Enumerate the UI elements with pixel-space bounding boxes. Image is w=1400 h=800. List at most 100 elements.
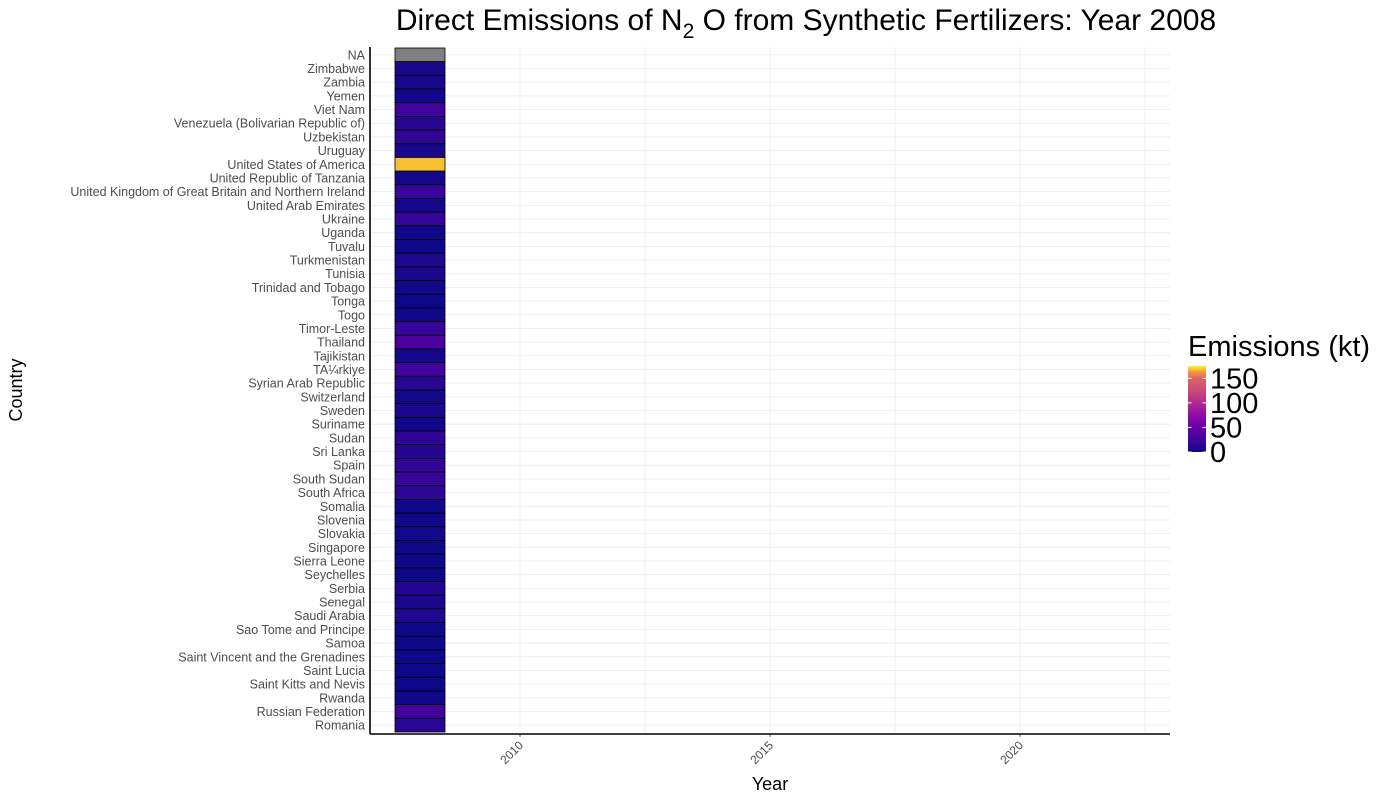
- heatmap-tile: [394, 184, 446, 199]
- y-tick-label: United Kingdom of Great Britain and Nort…: [70, 185, 365, 199]
- heatmap-tile: [394, 526, 446, 541]
- heatmap-tile: [394, 403, 446, 418]
- y-tick-label: Romania: [315, 719, 365, 733]
- y-tick-label: Uganda: [321, 226, 365, 240]
- y-tick-label: Somalia: [320, 500, 365, 514]
- heatmap-tile: [394, 375, 446, 391]
- heatmap-tile: [394, 594, 446, 610]
- heatmap-tile: [394, 540, 446, 555]
- heatmap-tile: [394, 280, 446, 295]
- y-tick-label: Slovenia: [317, 513, 365, 527]
- y-tick-label: Thailand: [317, 336, 365, 350]
- y-tick-label: Yemen: [327, 89, 366, 103]
- legend-tick-label: 0: [1210, 437, 1226, 469]
- y-tick-label: Serbia: [329, 582, 365, 596]
- y-tick-label: United Arab Emirates: [247, 199, 365, 213]
- y-tick-label: Togo: [338, 308, 365, 322]
- y-tick-label: Sri Lanka: [312, 445, 365, 459]
- y-tick-label: Tonga: [331, 295, 365, 309]
- heatmap-tile: [394, 553, 446, 569]
- y-tick-label: Tajikistan: [314, 349, 365, 363]
- y-tick-label: Sweden: [320, 404, 365, 418]
- y-tick-label: Viet Nam: [314, 103, 365, 117]
- heatmap-tile: [394, 47, 446, 63]
- heatmap-tile: [394, 266, 446, 281]
- y-tick-label: South Africa: [298, 486, 365, 500]
- y-tick-label: Saint Lucia: [303, 664, 365, 678]
- heatmap-tile: [394, 649, 446, 664]
- heatmap-tile: [394, 362, 446, 377]
- heatmap-tile: [394, 717, 446, 733]
- heatmap-tile: [394, 581, 446, 596]
- heatmap-tile: [394, 102, 446, 117]
- heatmap-tile: [394, 116, 446, 131]
- y-tick-label: Senegal: [319, 596, 365, 610]
- y-tick-label: Zimbabwe: [307, 62, 365, 76]
- x-axis-tick-labels: 2010 2015 2020: [497, 734, 1026, 767]
- heatmap-tile: [394, 170, 446, 186]
- y-tick-label: TA¼rkiye: [313, 363, 365, 377]
- y-tick-label: United Republic of Tanzania: [210, 171, 365, 185]
- heatmap-tile: [394, 676, 446, 692]
- heatmap-tile: [394, 704, 446, 719]
- heatmap-tile: [394, 129, 446, 145]
- heatmap-tile: [394, 416, 446, 432]
- y-tick-label: Ukraine: [322, 213, 365, 227]
- heatmap-tile: [394, 622, 446, 637]
- heatmap-tile: [394, 457, 446, 473]
- heatmap-tile: [394, 512, 446, 528]
- y-tick-label: Seychelles: [305, 568, 365, 582]
- heatmap-tile: [394, 239, 446, 254]
- x-tick-label: 2010: [497, 738, 526, 767]
- y-tick-label: Uzbekistan: [303, 130, 365, 144]
- heatmap-tile: [394, 334, 446, 350]
- heatmap-tile: [394, 663, 446, 678]
- heatmap-tile: [394, 499, 446, 514]
- heatmap-tile: [394, 321, 446, 336]
- y-tick-label: NA: [348, 48, 366, 62]
- y-tick-label: Timor-Leste: [299, 322, 365, 336]
- legend-title: Emissions (kt): [1188, 331, 1370, 363]
- heatmap-tile: [394, 225, 446, 240]
- y-tick-label: Singapore: [308, 541, 365, 555]
- y-tick-label: Tunisia: [325, 267, 365, 281]
- heatmap-tile: [394, 485, 446, 500]
- heatmap-tile: [394, 74, 446, 90]
- x-tick-label: 2020: [997, 738, 1026, 767]
- y-tick-label: Suriname: [312, 418, 366, 432]
- y-tick-label: United States of America: [227, 158, 365, 172]
- heatmap-tile: [394, 88, 446, 104]
- heatmap-tile: [394, 61, 446, 76]
- y-tick-label: Sao Tome and Principe: [236, 623, 365, 637]
- y-tick-label: Saint Vincent and the Grenadines: [178, 650, 365, 664]
- y-tick-label: Slovakia: [318, 527, 365, 541]
- heatmap-tile: [394, 608, 446, 623]
- x-tick-label: 2015: [747, 738, 776, 767]
- y-tick-label: Samoa: [325, 637, 365, 651]
- y-tick-label: Uruguay: [318, 144, 366, 158]
- y-tick-label: Syrian Arab Republic: [248, 377, 365, 391]
- y-tick-label: Venezuela (Bolivarian Republic of): [174, 117, 365, 131]
- y-axis-title: Country: [6, 358, 26, 421]
- heatmap-tile: [394, 430, 446, 446]
- y-tick-label: Turkmenistan: [290, 254, 365, 268]
- y-tick-label: Zambia: [323, 76, 365, 90]
- y-tick-label: Rwanda: [319, 691, 365, 705]
- heatmap-tile: [394, 198, 446, 213]
- y-tick-label: Sierra Leone: [293, 555, 365, 569]
- heatmap-tile: [394, 471, 446, 487]
- heatmap-tile: [394, 307, 446, 323]
- legend-tick-label: 150: [1210, 363, 1258, 395]
- y-tick-label: South Sudan: [293, 472, 365, 486]
- legend-colorbar: [1188, 366, 1206, 452]
- legend-tick-label: 100: [1210, 388, 1258, 420]
- heatmap-tile: [394, 348, 446, 364]
- heatmap-tile: [394, 252, 446, 268]
- heatmap-tiles: [394, 47, 446, 733]
- y-tick-label: Trinidad and Tobago: [252, 281, 365, 295]
- y-tick-label: Switzerland: [300, 390, 365, 404]
- heatmap-tile: [394, 143, 446, 158]
